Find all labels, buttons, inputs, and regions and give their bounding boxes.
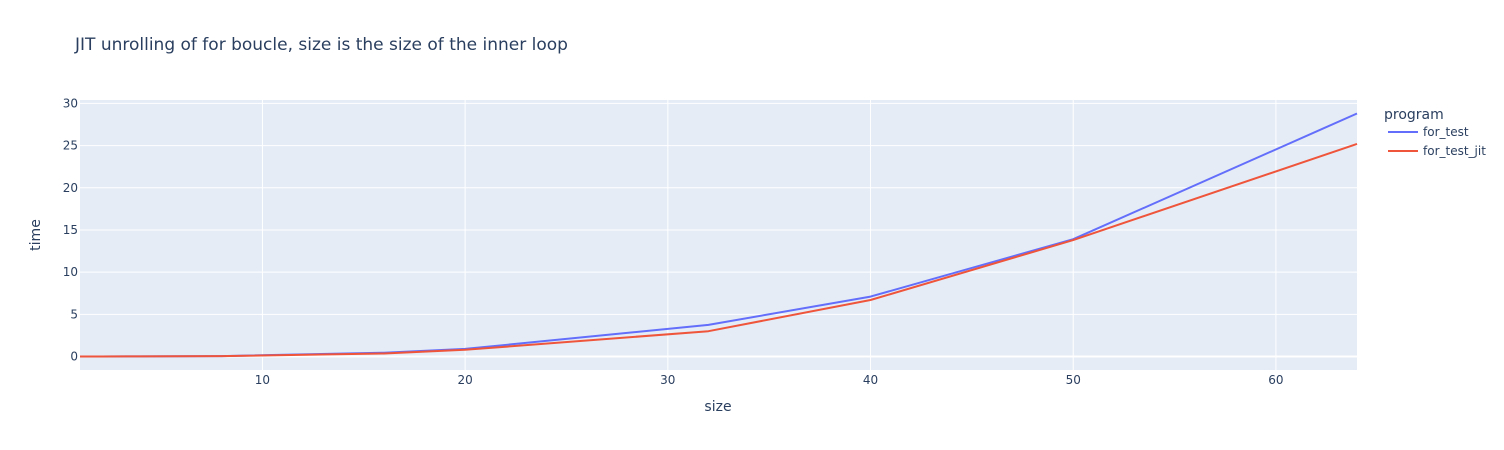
y-tick-label: 30 bbox=[63, 96, 78, 110]
legend-title: program bbox=[1384, 107, 1444, 123]
y-tick-label: 25 bbox=[63, 139, 78, 153]
legend-item-label[interactable]: for_test bbox=[1423, 125, 1469, 139]
series-layer bbox=[80, 112, 1358, 358]
legend: program for_test for_test_jit bbox=[1384, 107, 1486, 158]
x-tick-label: 30 bbox=[660, 373, 675, 387]
y-axis-title: time bbox=[28, 219, 44, 251]
x-tick-label: 50 bbox=[1066, 373, 1081, 387]
y-tick-label: 5 bbox=[70, 307, 78, 321]
y-tick-label: 0 bbox=[70, 350, 78, 364]
y-tick-label: 20 bbox=[63, 181, 78, 195]
x-tick-label: 20 bbox=[457, 373, 472, 387]
x-tick-label: 60 bbox=[1268, 373, 1283, 387]
x-axis-title: size bbox=[704, 399, 731, 415]
plot-area bbox=[80, 100, 1357, 370]
x-tick-label: 10 bbox=[255, 373, 270, 387]
x-axis-ticks: 10 20 30 40 50 60 bbox=[255, 373, 1284, 387]
grid-lines bbox=[80, 100, 1357, 370]
y-axis-ticks: 0 5 10 15 20 25 30 bbox=[63, 96, 78, 363]
legend-item-label[interactable]: for_test_jit bbox=[1423, 144, 1486, 158]
chart-title: JIT unrolling of for boucle, size is the… bbox=[74, 35, 568, 55]
y-tick-label: 15 bbox=[63, 223, 78, 237]
y-tick-label: 10 bbox=[63, 265, 78, 279]
x-tick-label: 40 bbox=[863, 373, 878, 387]
series-line-for-test-jit bbox=[80, 142, 1358, 358]
